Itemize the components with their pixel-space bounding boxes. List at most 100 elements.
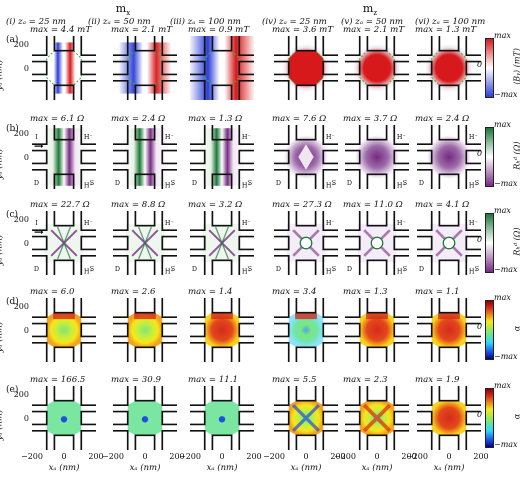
contact-label: H⁻ [469, 133, 478, 141]
device-outline [417, 125, 481, 189]
contact-label: H⁻ [242, 133, 251, 141]
x-tick-label: 0 [303, 452, 309, 461]
y-axis-label: yₐ (nm) [0, 148, 5, 180]
panel-d-3 [190, 298, 254, 362]
contact-label: D [276, 179, 281, 187]
contact-label: D [347, 179, 352, 187]
colorbar-tick-label: −max [494, 265, 518, 274]
contact-label: S [475, 265, 479, 273]
colorbar-a [485, 38, 494, 98]
row-label: (c) [6, 210, 19, 220]
colorbar-title: Rₕᵈ (Ω) [512, 141, 520, 170]
panel-map [274, 386, 338, 450]
colorbar-c [485, 213, 494, 273]
colorbar-tick-label: 0 [477, 410, 483, 419]
x-tick-label: 0 [374, 452, 380, 461]
device-outline [345, 298, 409, 362]
panel-b-6: D S H⁻ H⁺ [417, 125, 481, 190]
max-label: max = 166.5 [30, 375, 86, 385]
max-label: max = 2.1 mT [343, 25, 405, 35]
panel-e-1 [32, 386, 96, 450]
contact-label: D [192, 265, 197, 273]
panel-c-6: D S H⁻ H⁺ [417, 211, 481, 276]
contact-label: H⁻ [242, 219, 251, 227]
colorbar-tick-label: −max [494, 90, 518, 99]
max-label: max = 7.6 Ω [272, 114, 327, 124]
contact-label: H⁺ [84, 268, 93, 275]
contact-label: D [419, 265, 424, 273]
colorbar-e [485, 388, 494, 448]
row-label: (a) [6, 35, 19, 45]
panel-map [32, 36, 96, 100]
panel-map [190, 386, 254, 450]
max-label: max = 11.0 Ω [343, 200, 403, 210]
panel-a-5 [345, 36, 409, 100]
y-tick-label: 0 [23, 414, 29, 423]
device-outline [190, 386, 254, 450]
panel-map [417, 36, 481, 100]
colorbar-b [485, 127, 494, 187]
contact-label: S [171, 179, 175, 187]
panel-e-6 [417, 386, 481, 450]
device-outline [274, 125, 338, 189]
max-label: max = 6.1 Ω [30, 114, 85, 124]
panel-c-4: D S H⁻ H⁺ [274, 211, 338, 276]
max-label: max = 1.3 [343, 287, 388, 297]
panel-b-3: D S H⁻ H⁺ [190, 125, 254, 190]
panel-d-1 [32, 298, 96, 362]
x-tick-label: 200 [473, 452, 489, 461]
contact-label: S [248, 179, 252, 187]
colorbar-d [485, 300, 494, 360]
max-label: max = 11.1 [188, 375, 238, 385]
y-tick-label: 200 [13, 40, 29, 49]
max-label: max = 2.4 Ω [415, 114, 470, 124]
contact-label: D [276, 265, 281, 273]
panel-b-4: D S H⁻ H⁺ [274, 125, 338, 190]
panel-a-1 [32, 36, 96, 100]
colorbar-tick-label: 0 [477, 60, 483, 69]
max-label: max = 30.9 [111, 375, 161, 385]
x-tick-label: 200 [169, 452, 185, 461]
contact-label: H⁻ [326, 133, 335, 141]
y-axis-label: yₐ (nm) [0, 234, 5, 266]
contact-label: H⁺ [165, 182, 174, 189]
colorbar-title: ⟨Bᵧ⟩ (mT) [512, 48, 520, 85]
max-label: max = 1.4 [188, 287, 233, 297]
x-tick-label: 200 [401, 452, 417, 461]
panel-map [274, 36, 338, 100]
colorbar-title: α [513, 299, 520, 359]
contact-label: H⁻ [165, 133, 174, 141]
contact-label: H⁻ [397, 133, 406, 141]
device-outline [345, 36, 409, 100]
panel-map [113, 36, 177, 100]
contact-label: H⁺ [397, 268, 406, 275]
x-tick-label: 0 [219, 452, 225, 461]
panel-map [417, 386, 481, 450]
column-header: (vi) zₐ = 100 nm [415, 17, 486, 27]
colorbar-tick-label: max [494, 381, 511, 390]
panel-map [345, 36, 409, 100]
y-axis-label: yₐ (nm) [0, 409, 5, 441]
panel-e-3 [190, 386, 254, 450]
panel-e-2 [113, 386, 177, 450]
x-tick-label: −200 [102, 452, 124, 461]
y-tick-label: 200 [13, 129, 29, 138]
panel-map: D S H⁻ H⁺ [417, 211, 481, 276]
contact-label: D [115, 179, 120, 187]
contact-label: I [35, 133, 38, 141]
x-axis-label: xₐ (nm) [290, 463, 322, 473]
x-tick-label: 0 [446, 452, 452, 461]
device-outline [190, 298, 254, 362]
contact-label: D [115, 265, 120, 273]
contact-label: H⁻ [84, 133, 93, 141]
y-tick-label: 200 [13, 390, 29, 399]
max-label: max = 8.8 Ω [111, 200, 166, 210]
device-outline [113, 298, 177, 362]
contact-label: S [248, 265, 252, 273]
x-axis-label: xₐ (nm) [433, 463, 465, 473]
max-label: max = 2.4 Ω [111, 114, 166, 124]
contact-label: S [403, 179, 407, 187]
max-label: max = 5.5 [272, 375, 317, 385]
max-label: max = 2.6 [111, 287, 156, 297]
contact-label: H⁺ [242, 268, 251, 275]
